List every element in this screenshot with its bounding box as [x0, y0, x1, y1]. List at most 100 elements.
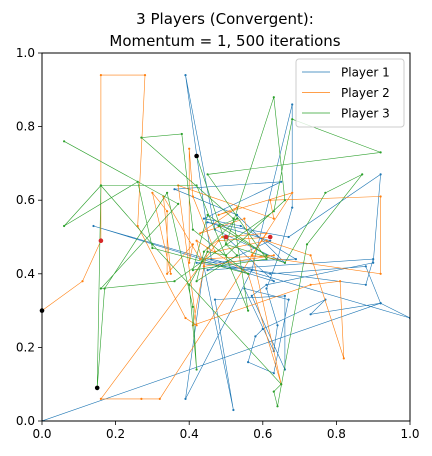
legend-box	[295, 58, 405, 128]
endpoint-marker	[94, 385, 100, 391]
series-3-point	[272, 96, 275, 99]
series-3-point	[166, 191, 169, 194]
endpoint-marker	[267, 234, 273, 240]
series-1-point	[206, 221, 209, 224]
series-2-point	[99, 397, 102, 400]
series-3-point	[280, 383, 283, 386]
y-tick-label: 0.2	[16, 340, 35, 354]
y-tick-label: 0.0	[16, 414, 35, 428]
series-1-point	[173, 188, 176, 191]
series-1-point	[184, 397, 187, 400]
series-1-point	[184, 74, 187, 77]
series-1-point	[272, 372, 275, 375]
x-tick-label: 0.4	[180, 427, 199, 441]
series-3-point	[224, 254, 228, 257]
series-1-point	[272, 280, 275, 283]
series-1-point	[309, 313, 312, 316]
legend-label-3: Player 3	[341, 107, 390, 121]
series-3-point	[151, 246, 154, 250]
series-2-point	[379, 272, 382, 275]
series-3-point	[235, 217, 239, 220]
series-2-point	[291, 191, 294, 194]
series-3-point	[206, 213, 209, 216]
series-3-point	[151, 243, 154, 246]
series-2-point	[195, 324, 198, 327]
series-2-point	[151, 191, 154, 194]
series-1-point	[287, 298, 290, 301]
series-2-point	[143, 74, 147, 77]
series-3-point	[191, 269, 194, 272]
series-3-point	[188, 283, 191, 286]
series-1-point	[92, 224, 95, 228]
series-3-point	[195, 368, 198, 371]
series-3-point	[103, 287, 106, 290]
series-1-point	[206, 269, 209, 272]
series-1-point	[379, 302, 382, 305]
series-3-point	[136, 180, 139, 183]
series-2-point	[184, 316, 187, 320]
series-3-point	[324, 191, 327, 194]
series-2-point	[199, 258, 202, 261]
series-1-point	[247, 361, 250, 364]
legend-label-1: Player 1	[341, 66, 390, 80]
series-1-point	[213, 298, 217, 301]
series-2-point	[272, 217, 275, 220]
series-layer	[42, 74, 410, 421]
series-3-point	[272, 390, 275, 393]
series-3-point	[361, 173, 364, 176]
plot-frame	[41, 52, 411, 422]
series-3-point	[217, 224, 220, 228]
series-2-point	[140, 397, 143, 400]
y-tick-label: 0.6	[16, 193, 35, 207]
series-3-point	[283, 199, 286, 202]
y-tick-label: 0.4	[16, 267, 35, 281]
series-1-point	[202, 217, 205, 220]
series-2-point	[191, 195, 194, 198]
series-3-point	[247, 272, 250, 275]
series-1-point	[372, 261, 375, 264]
series-3-point	[63, 224, 66, 228]
series-3-point	[99, 184, 102, 187]
series-3-point	[232, 217, 235, 220]
series-2-point	[309, 283, 312, 286]
series-3-point	[177, 202, 180, 205]
series-1-point	[276, 324, 279, 327]
series-3-point	[272, 210, 275, 213]
y-axis: 0.0 0.2 0.4 0.6 0.8 1.0	[16, 46, 42, 428]
x-tick-label: 0.2	[106, 427, 125, 441]
series-3-point	[305, 243, 309, 246]
series-2-point	[199, 232, 202, 235]
series-2-point	[158, 397, 161, 400]
x-axis: 0.0 0.2 0.4 0.6 0.8 1.0	[32, 421, 420, 441]
series-3-point	[140, 136, 143, 139]
series-3-point	[99, 287, 102, 290]
marker-layer	[39, 153, 273, 391]
series-1-point	[287, 235, 290, 239]
legend: Player 1 Player 2 Player 3	[295, 58, 405, 128]
series-3-point	[247, 309, 250, 312]
series-2-point	[250, 254, 253, 257]
series-1-point	[254, 335, 257, 338]
x-tick-label: 1.0	[400, 427, 419, 441]
series-1-point	[250, 269, 253, 272]
series-1-point	[291, 206, 294, 209]
series-1-point	[239, 224, 242, 228]
series-2-point	[166, 272, 169, 275]
series-3-point	[206, 250, 209, 253]
series-2-point	[265, 232, 268, 235]
series-2-point	[339, 280, 342, 283]
series-1-point	[364, 265, 367, 268]
series-1-point	[265, 287, 268, 290]
endpoint-marker	[223, 234, 229, 240]
series-1-point	[269, 239, 272, 242]
series-2-point	[188, 147, 191, 150]
series-2-point	[309, 254, 312, 257]
series-1-point	[195, 261, 198, 264]
series-1-point	[265, 283, 268, 286]
series-2-point	[99, 74, 102, 77]
series-1-point	[250, 294, 253, 297]
chart-title-line-2: Momentum = 1, 500 iterations	[109, 32, 340, 50]
series-2-point	[188, 261, 191, 264]
series-3-point	[191, 228, 194, 231]
series-3-point	[265, 254, 268, 257]
